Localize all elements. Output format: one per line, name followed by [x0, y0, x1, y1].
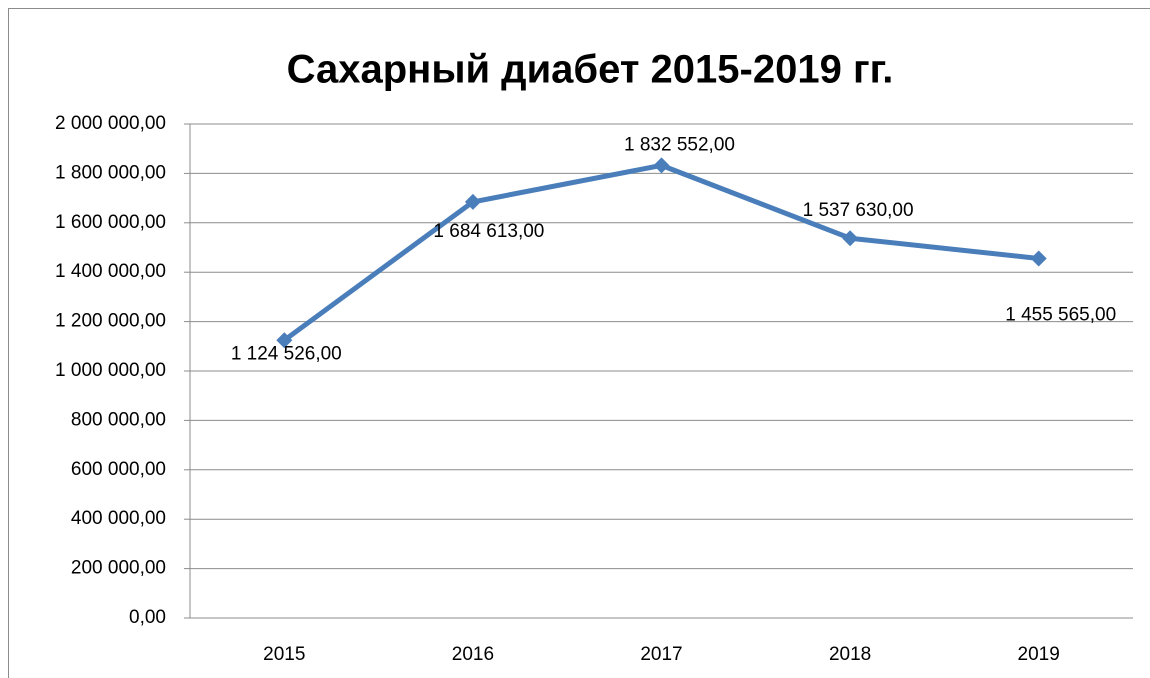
x-tick-label: 2016 [452, 644, 494, 665]
y-tick-label: 2 000 000,00 [55, 113, 166, 134]
data-label: 1 684 613,00 [433, 221, 544, 242]
data-label: 1 537 630,00 [803, 200, 914, 221]
data-point [276, 332, 293, 349]
x-tick-label: 2015 [263, 644, 305, 665]
y-tick-label: 0,00 [129, 607, 166, 628]
y-tick-label: 1 600 000,00 [55, 212, 166, 233]
y-tick-label: 1 200 000,00 [55, 311, 166, 332]
data-point [464, 193, 481, 210]
x-tick-label: 2019 [1018, 644, 1060, 665]
y-tick-label: 800 000,00 [71, 409, 166, 430]
y-tick-label: 600 000,00 [71, 459, 166, 480]
y-tick-label: 1 400 000,00 [55, 261, 166, 282]
y-tick-label: 1 000 000,00 [55, 360, 166, 381]
x-tick-label: 2017 [640, 644, 682, 665]
data-point [653, 157, 670, 174]
data-label: 1 455 565,00 [1005, 304, 1116, 325]
chart-title: Сахарный диабет 2015-2019 гг. [287, 48, 894, 92]
data-label: 1 832 552,00 [624, 134, 735, 155]
y-tick-label: 1 800 000,00 [55, 162, 166, 183]
chart-frame [8, 8, 1150, 678]
data-label: 1 124 526,00 [231, 343, 342, 364]
y-tick-label: 400 000,00 [71, 508, 166, 529]
y-tick-label: 200 000,00 [71, 558, 166, 579]
data-point [1030, 250, 1047, 267]
data-point [842, 230, 859, 247]
x-tick-label: 2018 [829, 644, 871, 665]
